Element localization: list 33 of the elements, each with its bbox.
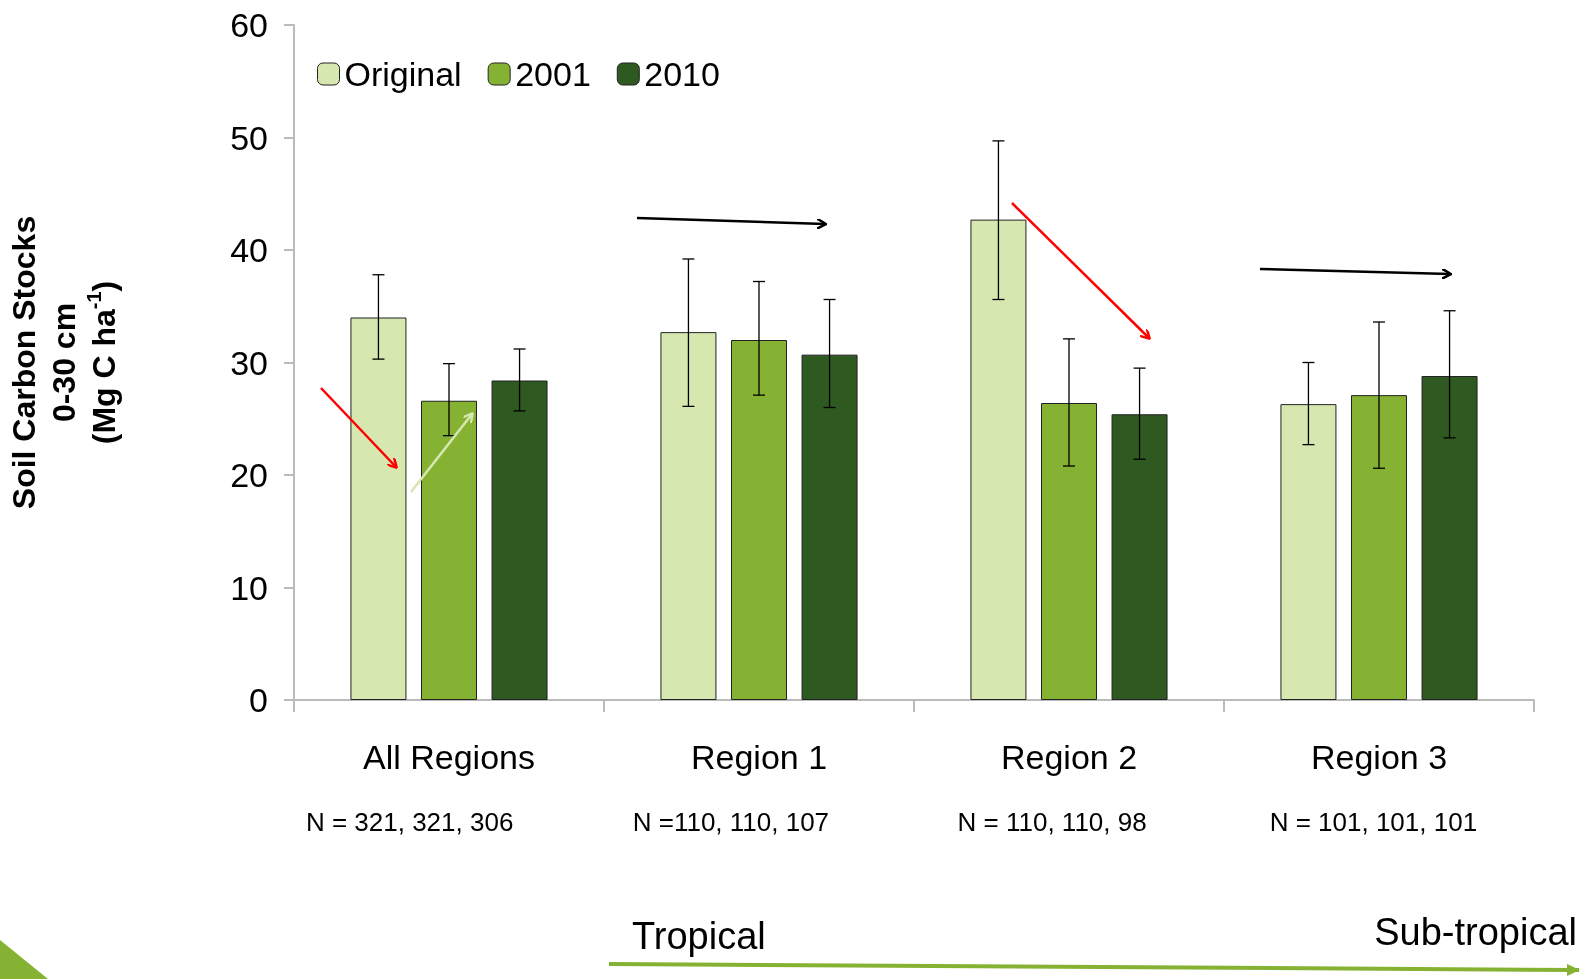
bar <box>970 219 1027 700</box>
y-tick-label: 10 <box>230 568 268 607</box>
bar <box>1280 404 1337 700</box>
bar <box>1421 376 1478 700</box>
text: N = 110, 110, 98 <box>957 807 1147 837</box>
y-tick-label: 20 <box>230 456 268 494</box>
text: Tropical <box>632 915 766 957</box>
bar <box>421 400 477 700</box>
bar <box>491 380 548 700</box>
y-tick-label: 40 <box>230 231 268 269</box>
y-tick-label: 30 <box>230 343 268 382</box>
x-tick-label: Region 1 <box>690 738 828 776</box>
bar <box>731 340 787 700</box>
y-axis-title: Soil Carbon Stocks 0-30 cm (Mg C ha-1) <box>6 215 122 510</box>
x-tick-label: Region 2 <box>1000 738 1138 776</box>
legend-label: Original <box>344 55 462 93</box>
bar <box>350 317 407 700</box>
legend-label: 2001 <box>515 55 591 93</box>
text: Sub-tropical <box>1374 911 1577 953</box>
x-tick-label: All Regions <box>363 738 535 776</box>
bar <box>801 354 858 700</box>
y-tick-label: 60 <box>230 6 268 44</box>
text: N = 101, 101, 101 <box>1269 807 1478 837</box>
legend-label: 2010 <box>644 55 720 93</box>
y-tick-label: 50 <box>230 118 268 157</box>
text: N =110, 110, 107 <box>632 807 830 837</box>
x-tick-label: Region 3 <box>1310 738 1448 776</box>
y-tick-label: 0 <box>249 681 268 719</box>
bar <box>1111 414 1168 700</box>
bar <box>1041 403 1097 700</box>
bar <box>660 332 717 700</box>
bar <box>1351 395 1407 700</box>
text: N = 321, 321, 306 <box>305 807 514 837</box>
